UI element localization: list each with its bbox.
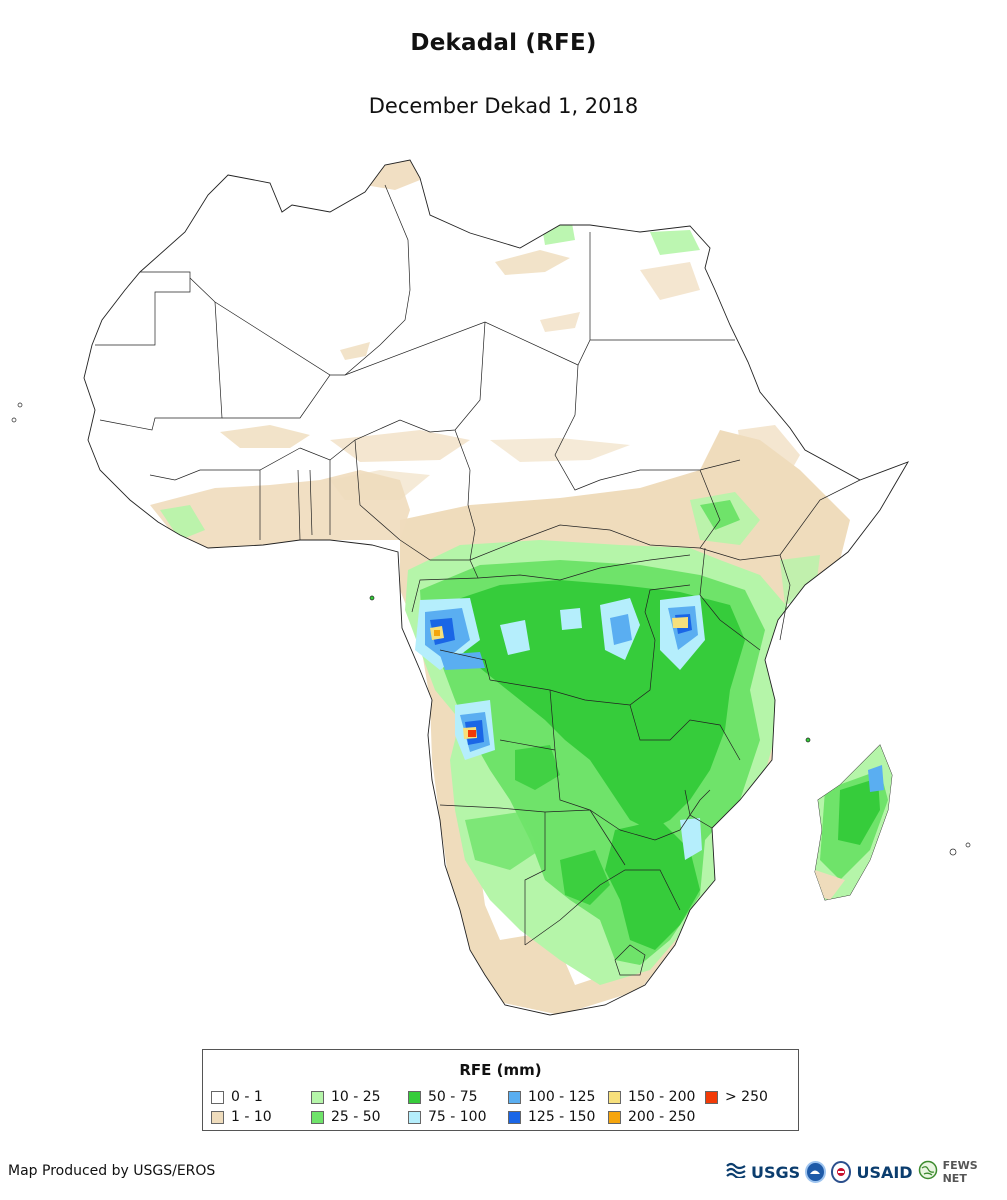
- credit-text: Map Produced by USGS/EROS: [8, 1163, 216, 1179]
- legend-item: 50 - 75: [408, 1089, 478, 1105]
- legend-swatch: [608, 1090, 621, 1104]
- madagascar-rainfall: [815, 745, 892, 900]
- map-subtitle: December Dekad 1, 2018: [368, 94, 639, 118]
- legend-swatch: [408, 1090, 421, 1104]
- legend-item: 10 - 25: [311, 1089, 381, 1105]
- legend-swatch: [311, 1110, 324, 1124]
- legend-swatch: [408, 1110, 421, 1124]
- legend-swatch: [705, 1090, 718, 1104]
- legend-label: 125 - 150: [528, 1109, 596, 1125]
- map-title: Dekadal (RFE): [410, 30, 597, 56]
- africa-rainfall-map: [0, 140, 1007, 1040]
- globe-icon: [918, 1160, 938, 1184]
- usgs-logo: USGS: [751, 1162, 801, 1182]
- legend-label: 1 - 10: [231, 1109, 272, 1125]
- legend-title: RFE (mm): [459, 1061, 542, 1079]
- noaa-seal-icon: [805, 1161, 826, 1183]
- legend-swatch: [508, 1110, 521, 1124]
- legend-label: 50 - 75: [428, 1089, 478, 1105]
- country-borders: [95, 184, 861, 976]
- legend-label: 25 - 50: [331, 1109, 381, 1125]
- legend-label: 75 - 100: [428, 1109, 487, 1125]
- legend-item: > 250: [705, 1089, 768, 1105]
- legend-item: 0 - 1: [211, 1089, 263, 1105]
- legend: RFE (mm) 0 - 1 1 - 10 10 - 25 25 - 50 50 - 7…: [202, 1049, 799, 1131]
- partner-logos: USGS USAID FEWS NET: [726, 1158, 1001, 1186]
- legend-swatch: [211, 1110, 224, 1124]
- legend-item: 1 - 10: [211, 1109, 272, 1125]
- usgs-wave-icon: [726, 1162, 746, 1182]
- legend-label: 100 - 125: [528, 1089, 596, 1105]
- legend-label: 0 - 1: [231, 1089, 263, 1105]
- legend-item: 75 - 100: [408, 1109, 487, 1125]
- legend-swatch: [211, 1090, 224, 1104]
- fewsnet-logo: FEWS NET: [942, 1159, 978, 1185]
- legend-label: 200 - 250: [628, 1109, 696, 1125]
- legend-swatch: [608, 1110, 621, 1124]
- rainfall-fields: [150, 160, 850, 1015]
- legend-label: > 250: [725, 1089, 768, 1105]
- legend-swatch: [508, 1090, 521, 1104]
- legend-item: 150 - 200: [608, 1089, 695, 1105]
- legend-label: 150 - 200: [628, 1089, 696, 1105]
- usaid-seal-icon: [830, 1161, 852, 1183]
- legend-item: 100 - 125: [508, 1089, 595, 1105]
- legend-item: 125 - 150: [508, 1109, 595, 1125]
- legend-swatch: [311, 1090, 324, 1104]
- legend-item: 25 - 50: [311, 1109, 381, 1125]
- legend-item: 200 - 250: [608, 1109, 695, 1125]
- usaid-logo: USAID: [856, 1162, 913, 1182]
- legend-label: 10 - 25: [331, 1089, 381, 1105]
- islands: [11, 402, 971, 856]
